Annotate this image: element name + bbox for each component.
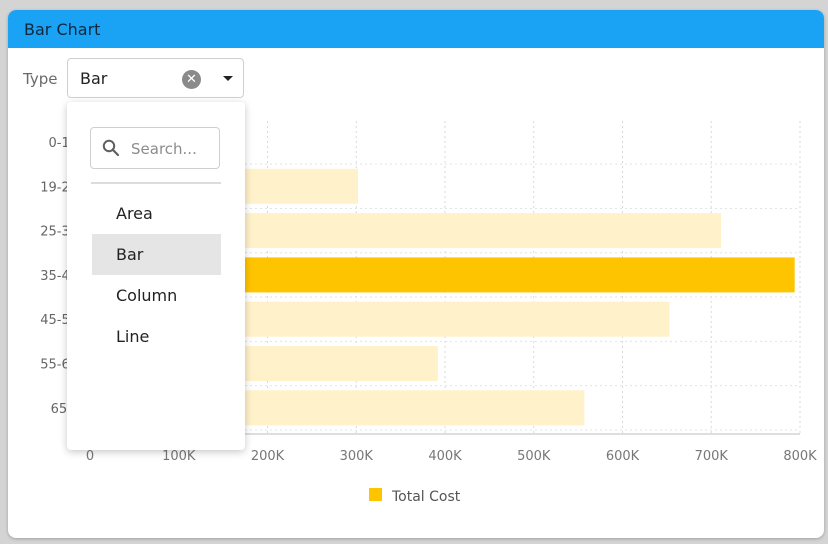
panel-title: Bar Chart [24, 19, 101, 39]
search-placeholder: Search... [131, 140, 197, 158]
x-tick-label: 800K [783, 449, 817, 464]
x-tick-label: 200K [251, 449, 285, 464]
option-bar[interactable]: Bar [92, 234, 221, 275]
x-tick-label: 500K [517, 449, 551, 464]
x-tick-label: 300K [340, 449, 374, 464]
option-area[interactable]: Area [116, 204, 153, 223]
legend-label[interactable]: Total Cost [391, 489, 461, 505]
clear-icon[interactable]: ✕ [182, 70, 201, 89]
x-tick-label: 600K [606, 449, 640, 464]
option-line[interactable]: Line [116, 327, 150, 346]
type-select-value: Bar [80, 69, 108, 88]
option-column[interactable]: Column [116, 286, 178, 305]
x-tick-label: 0 [86, 449, 94, 464]
caret-down-icon[interactable] [223, 76, 233, 81]
dropdown-divider [91, 182, 221, 184]
dropdown-search-input[interactable]: Search... [90, 127, 220, 169]
x-tick-label: 100K [162, 449, 196, 464]
type-select[interactable]: Bar ✕ [67, 58, 244, 98]
legend-swatch [369, 488, 382, 501]
type-dropdown-menu: Search... Area Bar Column Line [67, 102, 245, 450]
panel-header: Bar Chart [8, 10, 824, 48]
search-icon [102, 139, 120, 157]
x-tick-label: 400K [428, 449, 462, 464]
x-tick-label: 700K [695, 449, 729, 464]
type-label: Type [23, 70, 58, 88]
bar-chart-panel: Bar Chart 0 100K 200K 300K 400K 500K 600K 700K 8… [8, 10, 824, 538]
